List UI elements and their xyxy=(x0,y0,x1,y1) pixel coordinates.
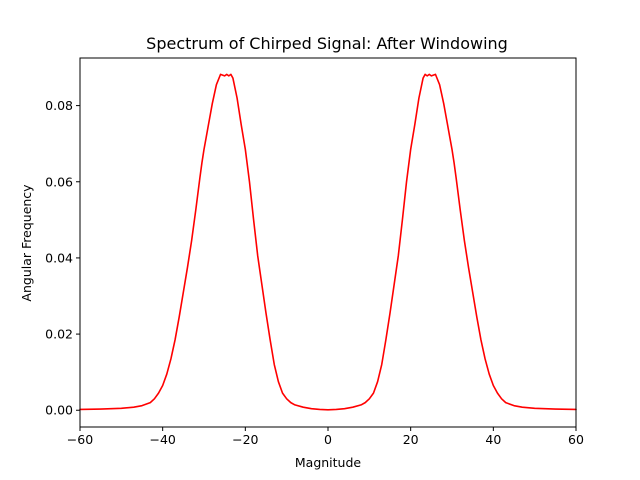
y-tick-label: 0.04 xyxy=(45,250,73,265)
y-tick-label: 0.08 xyxy=(45,98,73,113)
y-tick-label: 0.02 xyxy=(45,327,73,342)
x-tick-label: −20 xyxy=(232,432,258,447)
plot-area xyxy=(79,73,577,411)
x-tick-label: 60 xyxy=(568,432,584,447)
chart-title: Spectrum of Chirped Signal: After Window… xyxy=(146,34,508,53)
x-tick-label: 40 xyxy=(485,432,501,447)
x-tick-label: 20 xyxy=(403,432,419,447)
y-tick-label: 0.00 xyxy=(45,403,73,418)
spectrum-line-series xyxy=(79,73,577,411)
x-axis-label: Magnitude xyxy=(295,455,362,470)
axis-ticks: −60 −40 −20 0 20 40 60 0.00 0.02 0.04 0.06 0.08 xyxy=(45,98,584,447)
y-axis-label: Angular Frequency xyxy=(19,184,34,302)
x-tick-label: −40 xyxy=(149,432,175,447)
x-tick-label: −60 xyxy=(67,432,93,447)
axes-frame xyxy=(79,57,577,428)
x-tick-label: 0 xyxy=(324,432,332,447)
y-tick-label: 0.06 xyxy=(45,174,73,189)
